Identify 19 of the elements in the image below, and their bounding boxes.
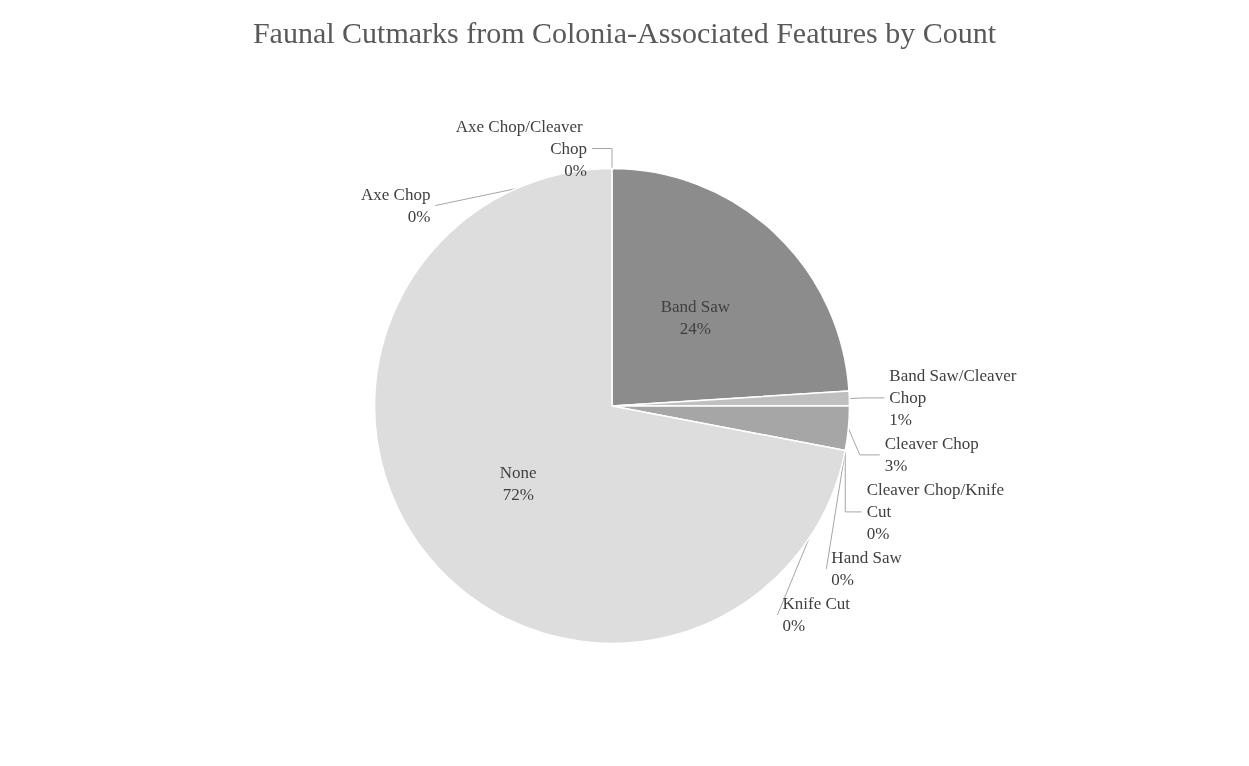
text: 0% — [407, 207, 431, 227]
text: 0% — [831, 570, 855, 590]
data-label: 1% — [889, 410, 913, 430]
slice-label: Band Saw — [660, 296, 731, 316]
text: 0% — [564, 161, 588, 181]
category-label: Hand Saw — [831, 548, 902, 568]
data-label: 3% — [884, 456, 908, 476]
chart-title: Faunal Cutmarks from Colonia-Associated Features by Count — [252, 15, 997, 49]
text: 0% — [866, 524, 890, 544]
text: 0% — [782, 616, 806, 636]
category-label: Knife Cut — [782, 594, 851, 614]
category-label: Cleaver Chop/Knife Cut — [866, 480, 1005, 522]
data-label: 24% — [679, 318, 711, 338]
slice-label: Band Saw/Cleaver Chop — [889, 366, 1021, 408]
category-label: Axe Chop/Cleaver Chop — [455, 117, 588, 159]
slice-label: Cleaver Chop — [884, 434, 979, 454]
category-label: Axe Chop — [360, 185, 431, 205]
slice-label: None — [499, 463, 537, 483]
data-label: 72% — [502, 485, 534, 505]
